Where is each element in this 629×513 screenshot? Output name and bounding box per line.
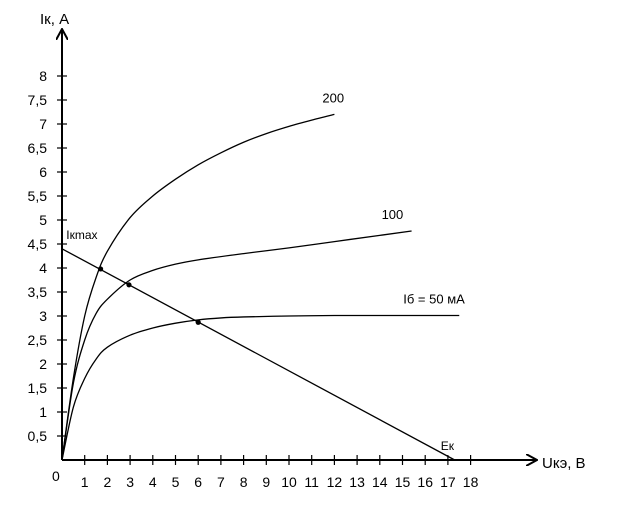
load-line bbox=[61, 248, 456, 461]
operating-points-layer bbox=[97, 266, 201, 325]
series-label-2: 200 bbox=[322, 90, 344, 105]
operating-point-0 bbox=[97, 266, 104, 272]
series-curve-2 bbox=[61, 113, 335, 461]
x-tick-label: 10 bbox=[281, 474, 297, 490]
y-tick-label: 6,5 bbox=[28, 140, 48, 156]
x-axis-label: Uкэ, В bbox=[542, 455, 586, 472]
x-tick-label: 3 bbox=[126, 474, 134, 490]
y-tick-label: 4,5 bbox=[28, 236, 48, 252]
x-tick-label: 6 bbox=[194, 474, 202, 490]
y-tick-label: 4 bbox=[39, 260, 47, 276]
x-tick-label: 14 bbox=[372, 474, 388, 490]
labels-layer: Iб = 50 мА 100 200 Iкmax Eк bbox=[66, 90, 465, 453]
operating-point-1 bbox=[126, 282, 132, 288]
y-tick-label: 8 bbox=[39, 68, 47, 84]
series-label-0: Iб = 50 мА bbox=[403, 292, 465, 307]
x-tick-label: 5 bbox=[172, 474, 180, 490]
y-tick-label: 6 bbox=[39, 164, 47, 180]
x-tick-label: 12 bbox=[327, 474, 343, 490]
x-tick-label: 18 bbox=[463, 474, 479, 490]
series-label-1: 100 bbox=[382, 207, 404, 222]
x-tick-label: 13 bbox=[349, 474, 365, 490]
annotation-1: Eк bbox=[441, 439, 455, 453]
y-axis-label: Iк, А bbox=[40, 11, 69, 28]
x-tick-label: 4 bbox=[149, 474, 157, 490]
load-line-layer bbox=[61, 248, 456, 461]
y-tick-label: 3 bbox=[39, 308, 47, 324]
y-tick-label: 1,5 bbox=[28, 380, 48, 396]
x-tick-label: 17 bbox=[440, 474, 456, 490]
y-tick-label: 2,5 bbox=[28, 332, 48, 348]
x-tick-label: 15 bbox=[395, 474, 411, 490]
x-tick-label: 11 bbox=[304, 474, 319, 490]
x-tick-label: 8 bbox=[240, 474, 248, 490]
series-curve-1 bbox=[61, 230, 412, 461]
y-tick-label: 3,5 bbox=[28, 284, 48, 300]
y-tick-label: 2 bbox=[39, 356, 47, 372]
series-layer bbox=[61, 113, 460, 461]
y-tick-label: 5,5 bbox=[28, 188, 48, 204]
x-tick-label: 9 bbox=[262, 474, 270, 490]
y-tick-label: 5 bbox=[39, 212, 47, 228]
x-tick-label: 16 bbox=[417, 474, 433, 490]
x-ticks: 1 2 3 4 5 6 7 8 9 10 11 12 13 14 15 16 17 18 bbox=[81, 455, 479, 490]
y-tick-label: 7 bbox=[39, 116, 47, 132]
origin-label: 0 bbox=[52, 468, 60, 484]
annotation-0: Iкmax bbox=[66, 228, 97, 242]
x-tick-label: 2 bbox=[104, 474, 112, 490]
y-tick-label: 7,5 bbox=[28, 92, 48, 108]
x-tick-label: 7 bbox=[217, 474, 225, 490]
x-tick-label: 1 bbox=[81, 474, 89, 490]
series-curve-0 bbox=[61, 314, 460, 461]
operating-point-2 bbox=[195, 319, 201, 325]
y-tick-label: 0,5 bbox=[28, 428, 48, 444]
y-tick-label: 1 bbox=[39, 404, 47, 420]
